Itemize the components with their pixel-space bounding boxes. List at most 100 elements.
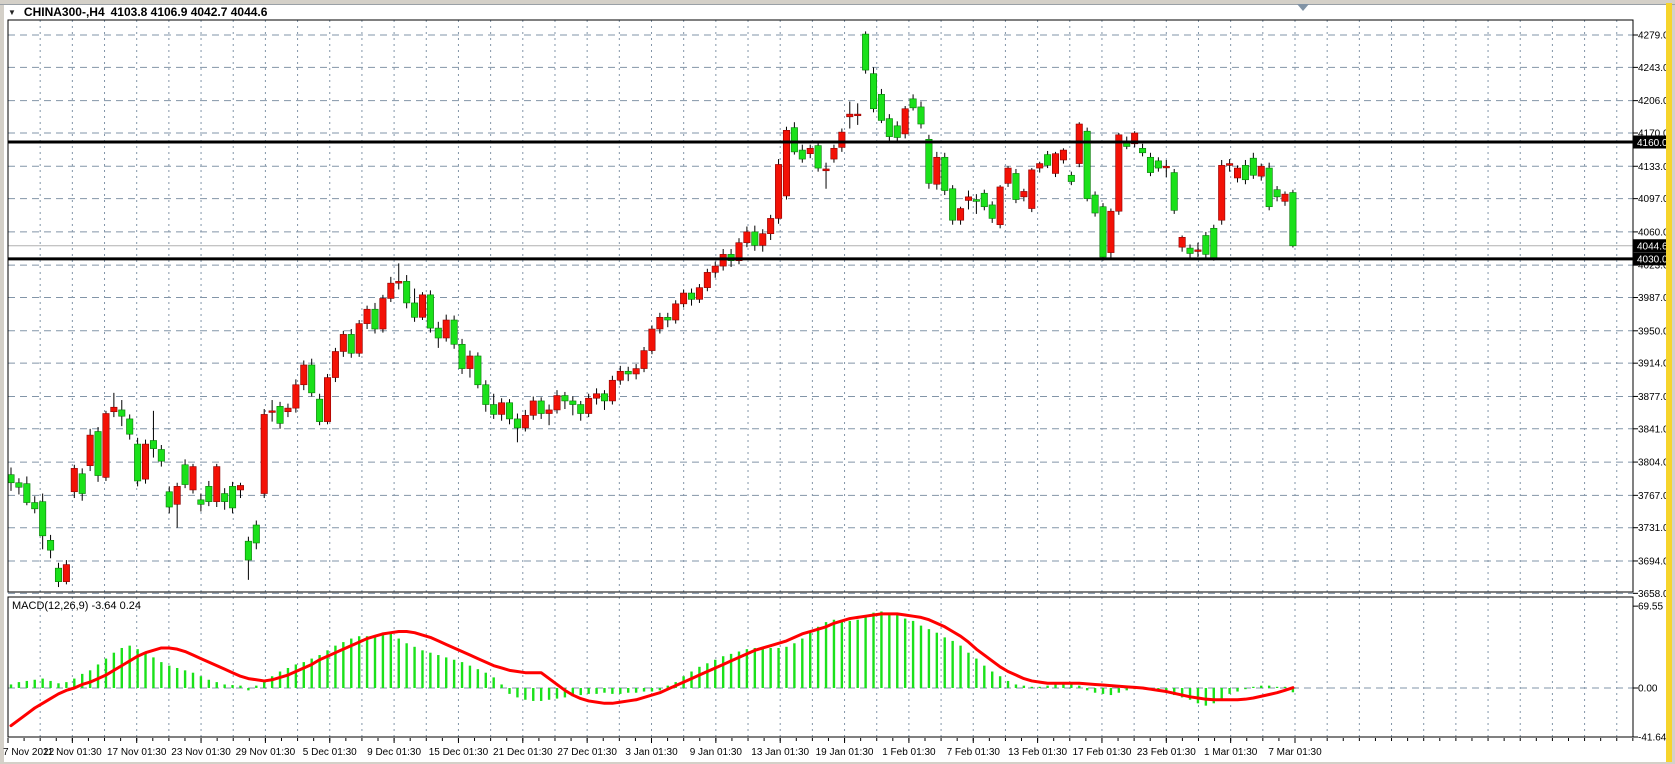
- macd-histogram-bar: [1252, 686, 1255, 688]
- candle-up: [759, 233, 767, 246]
- candle-up: [102, 413, 110, 478]
- candle-down: [980, 192, 988, 208]
- price-axis-label: 3987.0: [1638, 293, 1669, 304]
- price-axis-label: 3877.0: [1638, 392, 1669, 403]
- macd-histogram-bar: [310, 658, 313, 688]
- macd-histogram-bar: [25, 680, 29, 688]
- candle-down: [126, 418, 134, 435]
- macd-histogram-bar: [1101, 688, 1105, 694]
- macd-histogram-bar: [1014, 684, 1018, 688]
- candle-up: [1004, 167, 1012, 184]
- candle-down: [1210, 228, 1218, 259]
- macd-histogram-bar: [951, 640, 954, 688]
- candle-down: [577, 404, 585, 414]
- candle-up: [355, 323, 363, 354]
- macd-histogram-bar: [476, 669, 480, 688]
- window-top-edge: [0, 0, 1675, 5]
- macd-histogram-bar: [1236, 688, 1239, 692]
- macd-histogram-bar: [350, 638, 353, 688]
- candle-up: [1115, 134, 1123, 212]
- macd-histogram-bar: [729, 653, 733, 688]
- date-label: 23 Nov 01:30: [171, 747, 231, 758]
- macd-histogram-bar: [468, 665, 472, 688]
- macd-histogram-bar: [357, 636, 361, 688]
- symbol-dropdown-icon[interactable]: ▼: [8, 7, 16, 17]
- macd-histogram-bar: [998, 676, 1002, 688]
- macd-histogram-bar: [1196, 688, 1200, 704]
- macd-histogram-bar: [421, 650, 424, 688]
- price-badge: [1633, 239, 1667, 253]
- candle-down: [1091, 194, 1099, 214]
- macd-histogram-bar: [816, 626, 820, 688]
- candle-up: [672, 303, 680, 321]
- macd-histogram-bar: [1220, 688, 1223, 699]
- candle-down: [1139, 147, 1147, 154]
- macd-histogram-bar: [1038, 686, 1041, 688]
- candle-down: [47, 539, 55, 551]
- candle-down: [988, 204, 996, 219]
- candle-down: [790, 127, 798, 153]
- candle-up: [1052, 153, 1060, 174]
- macd-histogram-bar: [389, 633, 393, 688]
- date-label: 13 Jan 01:30: [751, 747, 809, 758]
- candle-up: [300, 364, 308, 386]
- candle-up: [1036, 163, 1044, 169]
- candle-up: [782, 130, 790, 197]
- macd-histogram-bar: [96, 664, 100, 688]
- macd-histogram-bar: [104, 658, 108, 688]
- macd-histogram-bar: [286, 667, 290, 688]
- candle-down: [925, 138, 933, 184]
- macd-histogram-bar: [334, 645, 337, 688]
- candle-down: [917, 106, 925, 125]
- macd-histogram-bar: [342, 642, 345, 688]
- candle-up: [268, 410, 276, 413]
- macd-histogram-bar: [1188, 688, 1192, 700]
- candle-down: [403, 281, 411, 304]
- candle-up: [1075, 123, 1083, 164]
- candle-up: [846, 113, 854, 118]
- date-label: 3 Jan 01:30: [625, 747, 678, 758]
- macd-histogram-bar: [532, 688, 535, 701]
- candle-up: [656, 317, 664, 330]
- macd-histogram-bar: [215, 682, 218, 688]
- candle-up: [695, 287, 703, 300]
- candle-up: [545, 409, 553, 414]
- macd-histogram-bar: [547, 688, 551, 700]
- candle-up: [521, 415, 529, 429]
- candle-up: [189, 466, 197, 491]
- candle-up: [1194, 249, 1202, 252]
- macd-histogram-bar: [611, 688, 614, 694]
- candle-down: [624, 370, 632, 375]
- candle-down: [972, 199, 980, 202]
- macd-histogram-bar: [175, 667, 179, 688]
- price-axis-label: 3841.0: [1638, 424, 1669, 435]
- price-badge-label: 4030.0: [1637, 255, 1668, 266]
- macd-indicator-label: MACD(12,26,9) -3.64 0.24: [12, 600, 142, 612]
- macd-histogram-bar: [911, 620, 915, 688]
- macd-histogram-bar: [935, 632, 939, 688]
- macd-histogram-bar: [888, 612, 891, 688]
- macd-histogram-bar: [943, 637, 946, 688]
- candle-down: [870, 73, 878, 110]
- candle-down: [751, 231, 759, 246]
- macd-histogram-bar: [555, 688, 559, 699]
- candle-up: [632, 368, 640, 375]
- candle-up: [339, 334, 347, 352]
- macd-histogram-bar: [1062, 683, 1065, 688]
- macd-histogram-bar: [737, 651, 741, 688]
- date-label: 29 Nov 01:30: [236, 747, 296, 758]
- candle-up: [1218, 165, 1226, 221]
- date-label: 5 Dec 01:30: [303, 747, 357, 758]
- candle-up: [466, 355, 474, 369]
- candle-up: [964, 196, 972, 201]
- candle-up: [1020, 191, 1028, 198]
- macd-histogram-bar: [1085, 688, 1089, 691]
- candle-down: [1154, 160, 1162, 169]
- candle-down: [450, 319, 458, 345]
- macd-histogram-bar: [832, 619, 836, 688]
- chart-shift-marker-icon[interactable]: [1297, 4, 1309, 11]
- candle-down: [482, 384, 490, 405]
- macd-histogram-bar: [579, 688, 582, 696]
- right-edge-stripe: [1666, 3, 1672, 762]
